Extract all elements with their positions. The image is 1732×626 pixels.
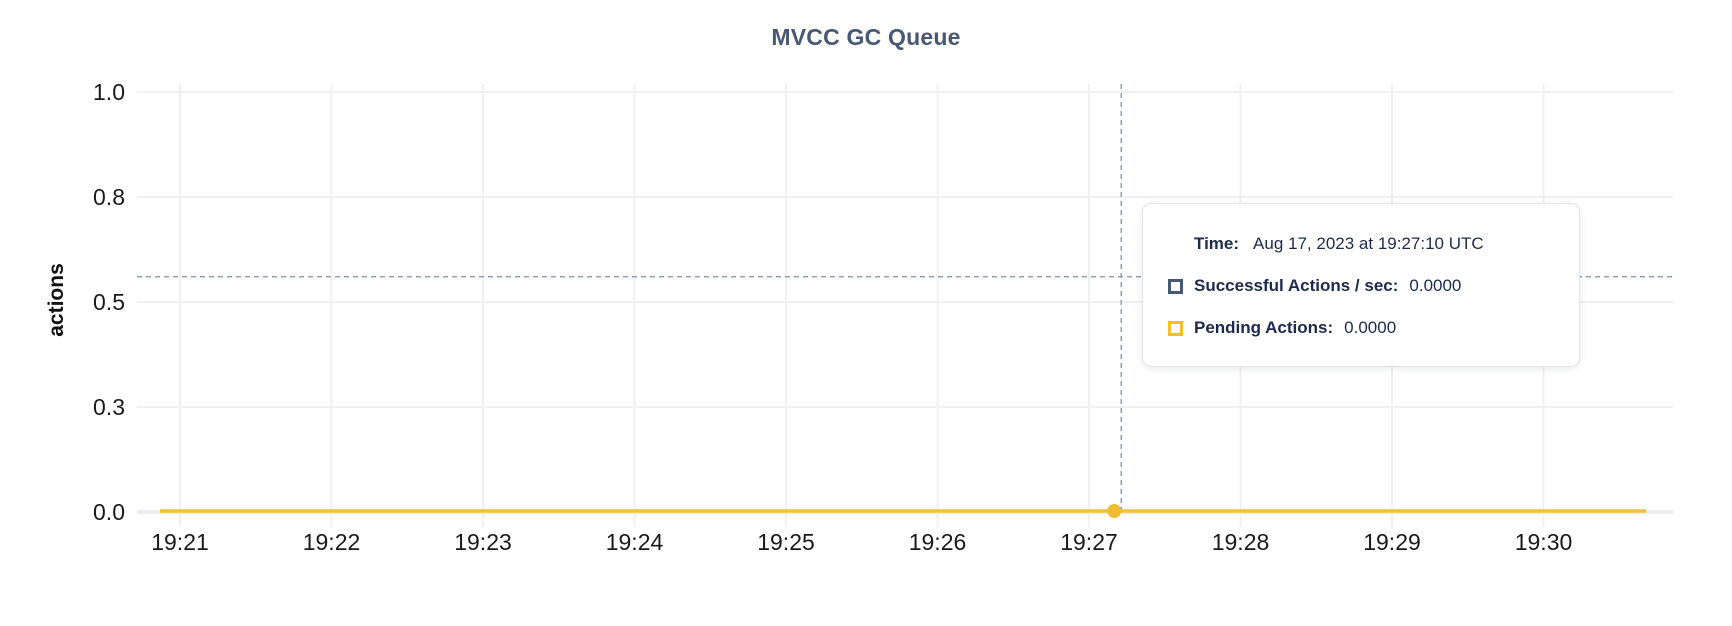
tooltip-successful-value: 0.0000 [1409,276,1462,295]
successful-actions-legend-square-icon [1168,278,1183,294]
x-tick-label: 19:23 [454,529,512,555]
tooltip-time-value: Aug 17, 2023 at 19:27:10 UTC [1253,234,1484,253]
y-tick-label: 0.5 [93,289,125,315]
tooltip-pending-value: 0.0000 [1344,318,1397,337]
tooltip-time-label: Time: [1194,234,1240,253]
x-tick-label: 19:27 [1060,529,1118,555]
hover-point-dot [1107,504,1122,518]
tooltip-successful-label: Successful Actions / sec: [1194,276,1399,295]
chart-title: MVCC GC Queue [771,24,961,50]
x-tick-label: 19:24 [605,529,664,555]
pending-actions-legend-square-icon [1168,320,1183,336]
tooltip-series-row-successful: Successful Actions / sec: 0.0000 [1168,272,1561,300]
tooltip-pending-label: Pending Actions: [1194,318,1334,337]
y-tick-label: 0.0 [93,499,125,525]
x-tick-label: 19:22 [302,529,361,555]
y-tick-label: 0.8 [93,184,125,210]
y-tick-label: 1.0 [93,79,125,105]
x-tick-label: 19:29 [1363,529,1421,555]
hover-tooltip: Time: Aug 17, 2023 at 19:27:10 UTC Succe… [1142,203,1580,367]
x-tick-label: 19:26 [908,529,967,555]
x-tick-label: 19:25 [757,529,815,555]
tooltip-time-row: Time: Aug 17, 2023 at 19:27:10 UTC [1194,230,1561,258]
y-tick-label: 0.3 [93,394,125,420]
x-tick-label: 19:30 [1514,529,1573,555]
x-tick-label: 19:28 [1211,529,1270,555]
x-tick-label: 19:21 [151,529,209,555]
tooltip-series-row-pending: Pending Actions: 0.0000 [1168,314,1561,342]
